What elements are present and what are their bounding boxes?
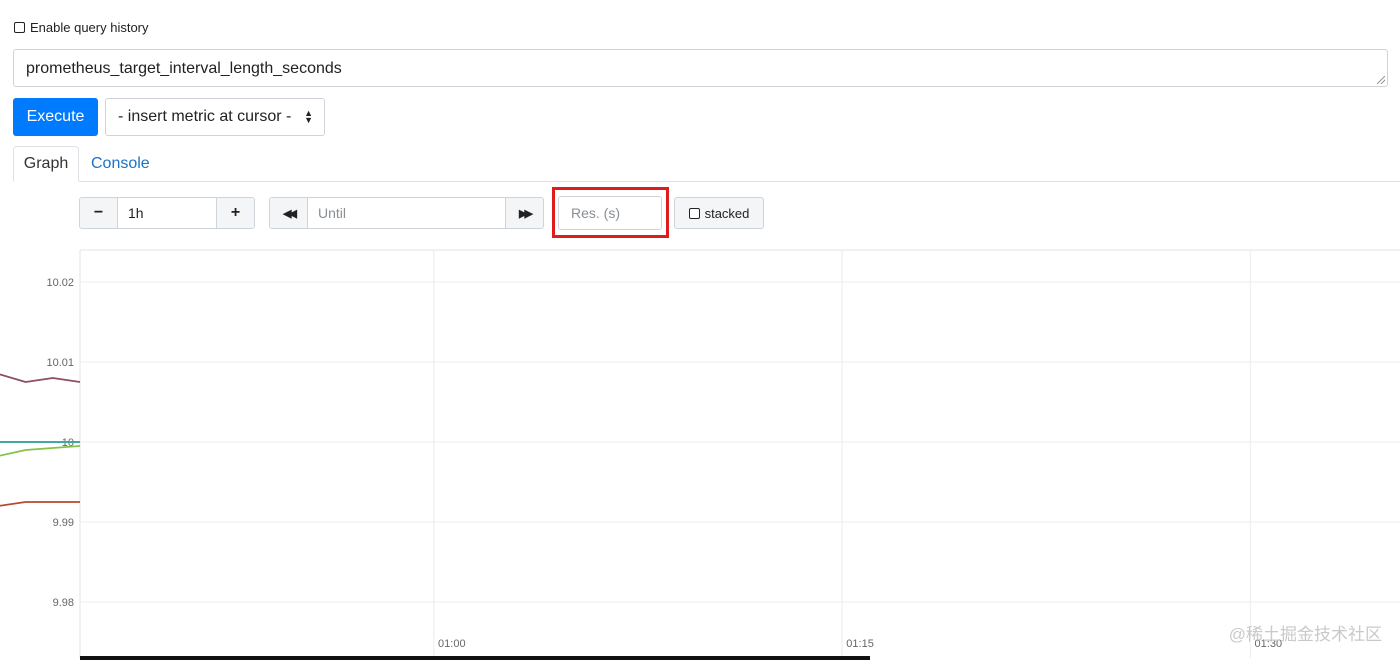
tab-console[interactable]: Console xyxy=(91,155,150,172)
y-tick-label: 9.99 xyxy=(53,517,74,529)
y-tick-label: 9.98 xyxy=(53,597,74,609)
stacked-label: stacked xyxy=(704,205,750,221)
expression-text: prometheus_target_interval_length_second… xyxy=(26,60,342,77)
insert-metric-select[interactable]: - insert metric at cursor - ▲ ▼ xyxy=(105,98,325,136)
query-history-toggle[interactable]: Enable query history xyxy=(14,20,149,35)
resize-grip-icon[interactable] xyxy=(1377,76,1385,84)
insert-metric-select-value: - insert metric at cursor - xyxy=(118,108,292,125)
y-tick-label: 10.02 xyxy=(46,277,74,289)
expression-input[interactable]: prometheus_target_interval_length_second… xyxy=(13,49,1388,87)
stacked-checkbox-icon xyxy=(688,207,700,219)
resolution-input[interactable]: Res. (s) xyxy=(558,196,662,230)
query-history-label: Enable query history xyxy=(30,20,149,35)
range-decrease-button[interactable]: − xyxy=(80,198,117,228)
graph-grid xyxy=(79,249,1400,658)
watermark: @稀土掘金技术社区 xyxy=(1228,625,1382,644)
tabs-divider xyxy=(13,181,1400,182)
x-tick-label: 01:30 xyxy=(1255,638,1283,650)
stacked-toggle-button[interactable]: stacked xyxy=(674,197,764,229)
time-forward-button[interactable]: ▶▶ xyxy=(506,198,543,228)
range-input[interactable]: 1h xyxy=(117,198,217,228)
query-history-checkbox[interactable] xyxy=(14,22,25,33)
series-line xyxy=(0,445,81,457)
graph-series xyxy=(0,373,81,507)
range-increase-button[interactable]: + xyxy=(217,198,254,228)
time-back-button[interactable]: ◀◀ xyxy=(270,198,307,228)
resolution-highlight-box xyxy=(552,187,669,238)
x-tick-label: 01:15 xyxy=(846,638,874,650)
fast-forward-icon: ▶▶ xyxy=(519,207,533,220)
horizontal-scrollbar[interactable] xyxy=(80,656,870,660)
execute-button[interactable]: Execute xyxy=(13,98,98,136)
x-tick-label: 01:00 xyxy=(438,638,466,650)
rewind-icon: ◀◀ xyxy=(283,207,297,220)
end-time-control: ◀◀ Until ▶▶ xyxy=(269,197,544,229)
y-tick-label: 10.01 xyxy=(46,357,74,369)
tab-graph[interactable]: Graph xyxy=(13,146,79,182)
select-updown-icon: ▲ ▼ xyxy=(304,108,313,125)
until-input[interactable]: Until xyxy=(307,198,506,228)
range-control: − 1h + xyxy=(79,197,255,229)
